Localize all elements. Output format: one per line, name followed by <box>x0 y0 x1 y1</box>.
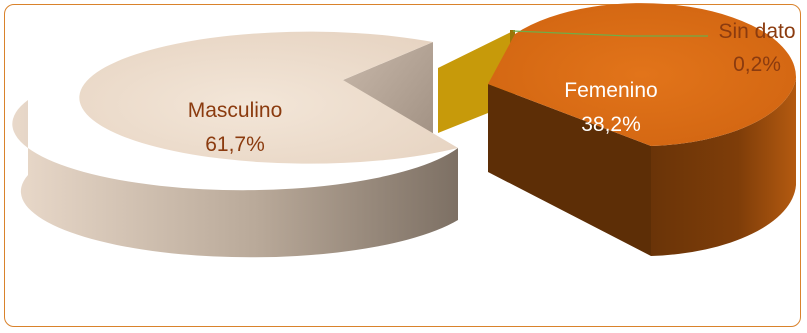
slice-femenino-cut-face <box>488 84 651 256</box>
slice-femenino-side <box>651 78 796 256</box>
slice-femenino <box>488 3 797 256</box>
label-femenino-name: Femenino <box>564 79 657 102</box>
leader-line-sin-dato <box>512 30 708 37</box>
label-masculino-value: 61,7% <box>205 133 265 156</box>
label-sin-dato-name: Sin dato <box>718 20 795 43</box>
label-femenino-value: 38,2% <box>581 113 641 136</box>
slice-femenino-top <box>488 3 797 147</box>
label-masculino-name: Masculino <box>188 99 283 122</box>
slice-masculino-side <box>12 100 459 258</box>
slice-masculino <box>12 31 459 258</box>
label-sin-dato-value: 0,2% <box>733 53 781 76</box>
slice-masculino-top <box>79 31 459 164</box>
